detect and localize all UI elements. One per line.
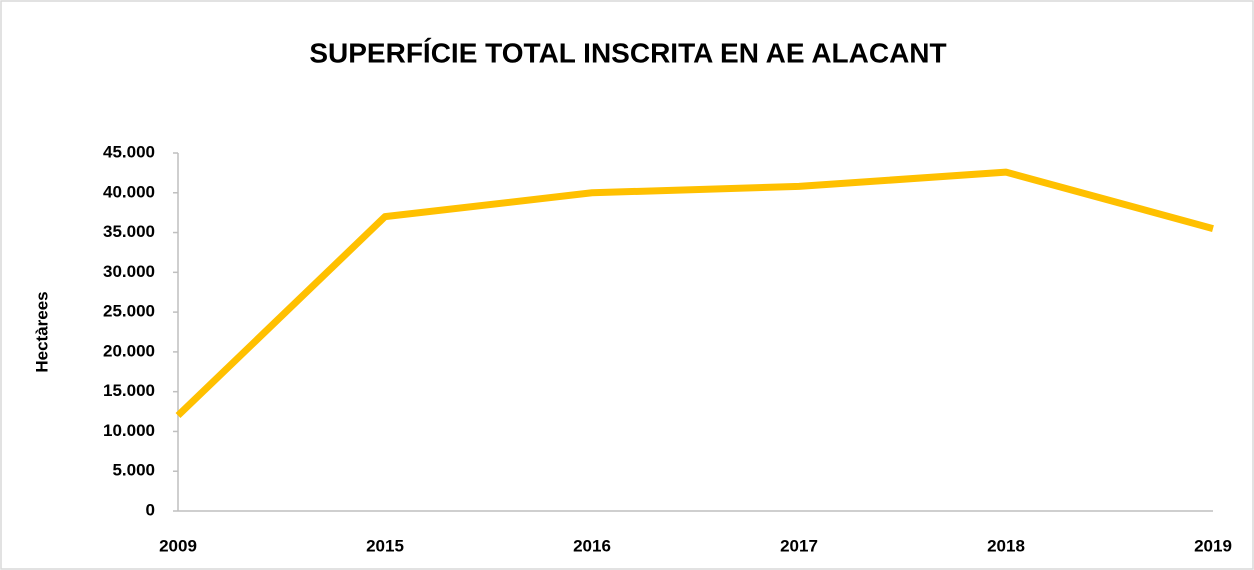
y-axis-label: Hectàrees: [32, 291, 51, 372]
x-tick-label: 2017: [780, 536, 818, 555]
x-tick-label: 2009: [159, 536, 197, 555]
y-tick-label: 0: [146, 500, 155, 519]
line-series: [175, 168, 1214, 419]
x-tick-label: 2015: [366, 536, 404, 555]
y-tick-label: 15.000: [103, 381, 155, 400]
y-tick-label: 45.000: [103, 142, 155, 161]
x-tick-label: 2018: [987, 536, 1025, 555]
y-tick-label: 20.000: [103, 341, 155, 360]
y-tick-label: 5.000: [112, 461, 155, 480]
x-tick-label: 2016: [573, 536, 611, 555]
y-tick-label: 35.000: [103, 222, 155, 241]
y-tick-label: 30.000: [103, 262, 155, 281]
y-tick-label: 40.000: [103, 182, 155, 201]
y-tick-label: 25.000: [103, 302, 155, 321]
chart-title: SUPERFÍCIE TOTAL INSCRITA EN AE ALACANT: [309, 37, 946, 68]
x-tick-label: 2019: [1194, 536, 1232, 555]
y-tick-label: 10.000: [103, 421, 155, 440]
